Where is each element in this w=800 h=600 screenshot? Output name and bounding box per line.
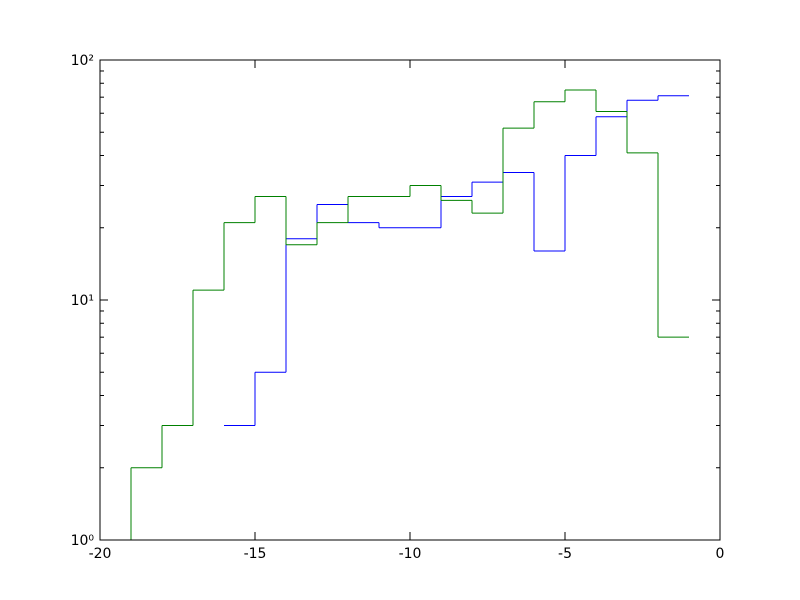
x-tick-label: -20 bbox=[89, 546, 112, 562]
x-tick-label: -10 bbox=[399, 546, 422, 562]
y-tick-label: 10⁰ bbox=[71, 533, 95, 549]
y-tick-label: 10² bbox=[71, 53, 94, 69]
x-tick-label: -5 bbox=[558, 546, 572, 562]
x-tick-label: 0 bbox=[716, 546, 725, 562]
y-tick-label: 10¹ bbox=[71, 293, 94, 309]
plot-frame bbox=[99, 59, 721, 541]
x-tick-label: -15 bbox=[244, 546, 267, 562]
